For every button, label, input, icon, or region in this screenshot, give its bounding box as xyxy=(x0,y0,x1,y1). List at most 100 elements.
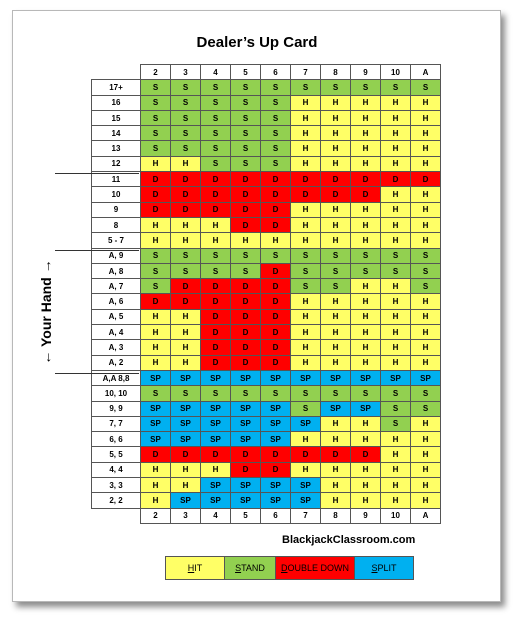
page-title: Dealer’s Up Card xyxy=(196,34,318,51)
action-cell: D xyxy=(200,171,231,188)
action-cell: H xyxy=(410,415,441,433)
dealer-card-9: 9 xyxy=(350,507,381,524)
action-cell: S xyxy=(170,262,201,280)
dealer-card-10: 10 xyxy=(380,507,411,524)
action-cell: S xyxy=(200,125,231,142)
action-cell: H xyxy=(410,186,441,203)
your-hand-label: ← Your Hand → xyxy=(38,259,54,365)
action-cell: S xyxy=(170,247,201,264)
action-cell: SP xyxy=(350,369,381,387)
action-cell: SP xyxy=(230,400,261,417)
action-cell: S xyxy=(200,94,231,111)
action-cell: H xyxy=(320,293,351,310)
action-cell: H xyxy=(320,308,351,326)
action-cell: D xyxy=(200,278,231,295)
action-cell: S xyxy=(350,247,381,264)
hand-label: A, 7 xyxy=(91,278,141,295)
action-cell: S xyxy=(200,155,231,173)
action-cell: SP xyxy=(260,431,291,448)
action-cell: SP xyxy=(200,477,231,494)
action-cell: H xyxy=(320,155,351,173)
action-cell: H xyxy=(320,477,351,494)
action-cell: H xyxy=(350,216,381,234)
table-row: 16 S S S S S H H H H H xyxy=(91,94,441,111)
action-cell: H xyxy=(410,125,441,142)
hand-label: 6, 6 xyxy=(91,431,141,448)
action-cell: H xyxy=(350,477,381,494)
action-cell: H xyxy=(350,415,381,433)
action-cell: H xyxy=(380,339,411,356)
legend-initial: D xyxy=(280,563,288,573)
action-cell: S xyxy=(260,79,291,96)
legend-initial: H xyxy=(187,563,195,573)
action-cell: H xyxy=(380,308,411,326)
action-cell: SP xyxy=(230,492,261,509)
action-cell: D xyxy=(230,446,261,463)
action-cell: S xyxy=(260,155,291,173)
dealer-card-5: 5 xyxy=(230,63,261,81)
action-cell: D xyxy=(170,293,201,310)
action-cell: S xyxy=(320,79,351,96)
action-cell: D xyxy=(200,446,231,463)
action-cell: H xyxy=(350,232,381,249)
action-cell: H xyxy=(410,140,441,157)
action-cell: S xyxy=(350,79,381,96)
action-cell: D xyxy=(230,293,261,310)
action-cell: D xyxy=(380,171,411,188)
action-cell: SP xyxy=(200,492,231,509)
action-cell: H xyxy=(170,461,201,479)
dealer-card-10: 10 xyxy=(380,63,411,81)
action-cell: D xyxy=(140,186,171,203)
action-cell: S xyxy=(260,94,291,111)
action-cell: S xyxy=(140,94,171,111)
dealer-card-6: 6 xyxy=(260,507,291,524)
action-cell: SP xyxy=(170,492,201,509)
table-row: 6, 6 SP SP SP SP SP H H H H H xyxy=(91,431,441,448)
action-cell: SP xyxy=(170,400,201,417)
action-cell: H xyxy=(410,461,441,479)
hand-label: 5, 5 xyxy=(91,446,141,463)
dealer-card-9: 9 xyxy=(350,63,381,81)
action-cell: D xyxy=(260,461,291,479)
action-cell: H xyxy=(380,109,411,127)
legend-double-down: DOUBLE DOWN xyxy=(275,556,355,580)
table-row: 11 D D D D D D D D D D xyxy=(91,171,441,188)
action-cell: H xyxy=(140,308,171,326)
action-cell: H xyxy=(200,216,231,234)
action-cell: H xyxy=(350,308,381,326)
action-cell: H xyxy=(140,354,171,371)
hand-label: A, 6 xyxy=(91,293,141,310)
action-cell: H xyxy=(350,293,381,310)
action-cell: H xyxy=(350,140,381,157)
dealer-card-3: 3 xyxy=(170,63,201,81)
action-cell: D xyxy=(290,186,321,203)
action-cell: H xyxy=(410,446,441,463)
action-cell: H xyxy=(410,232,441,249)
action-cell: D xyxy=(140,446,171,463)
action-cell: S xyxy=(230,247,261,264)
action-cell: D xyxy=(230,201,261,218)
dealer-card-A: A xyxy=(410,507,441,524)
hand-label: 3, 3 xyxy=(91,477,141,494)
hand-label: 4, 4 xyxy=(91,461,141,479)
action-cell: H xyxy=(290,339,321,356)
action-cell: H xyxy=(290,201,321,218)
action-cell: D xyxy=(230,324,261,341)
action-cell: S xyxy=(260,385,291,402)
action-cell: D xyxy=(200,293,231,310)
table-row: 13 S S S S S H H H H H xyxy=(91,140,441,157)
action-cell: S xyxy=(200,79,231,96)
action-cell: S xyxy=(170,140,201,157)
action-cell: H xyxy=(380,232,411,249)
action-cell: H xyxy=(170,216,201,234)
hand-label: 9, 9 xyxy=(91,400,141,417)
action-cell: D xyxy=(260,446,291,463)
action-cell: H xyxy=(380,293,411,310)
action-cell: H xyxy=(380,431,411,448)
hand-label: A, 4 xyxy=(91,324,141,341)
action-cell: H xyxy=(170,339,201,356)
action-cell: H xyxy=(260,232,291,249)
